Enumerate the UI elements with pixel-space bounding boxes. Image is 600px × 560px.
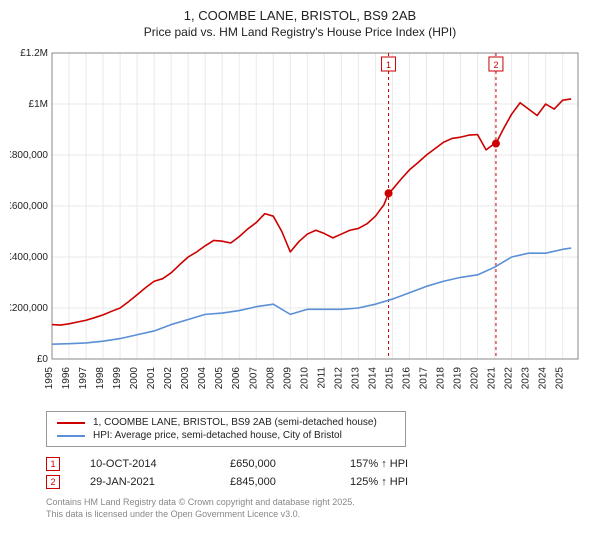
legend-swatch: [57, 422, 85, 424]
svg-text:2022: 2022: [504, 367, 515, 390]
legend-row: HPI: Average price, semi-detached house,…: [57, 429, 395, 442]
svg-text:£200,000: £200,000: [10, 303, 48, 314]
footer-attribution: Contains HM Land Registry data © Crown c…: [46, 497, 590, 520]
svg-text:2021: 2021: [487, 367, 498, 390]
sale-hpi-note: 125% ↑ HPI: [350, 476, 408, 488]
svg-text:£800,000: £800,000: [10, 150, 48, 161]
svg-text:1995: 1995: [44, 367, 55, 390]
svg-text:2010: 2010: [299, 367, 310, 390]
chart-svg: £0 £200,000 £400,000 £600,000 £800,000 £1M £1.…: [10, 45, 590, 405]
svg-text:2007: 2007: [248, 367, 259, 390]
legend-box: 1, COOMBE LANE, BRISTOL, BS9 2AB (semi-d…: [46, 411, 406, 447]
svg-text:1996: 1996: [61, 367, 72, 390]
footer-line-2: This data is licensed under the Open Gov…: [46, 509, 590, 521]
svg-text:2023: 2023: [521, 367, 532, 390]
svg-text:2000: 2000: [129, 367, 140, 390]
sale-date: 10-OCT-2014: [90, 458, 200, 470]
svg-text:£400,000: £400,000: [10, 252, 48, 263]
footer-line-1: Contains HM Land Registry data © Crown c…: [46, 497, 590, 509]
svg-text:2002: 2002: [163, 367, 174, 390]
legend-swatch: [57, 435, 85, 437]
sale-marker-id-box: 2: [46, 475, 60, 489]
svg-text:2008: 2008: [265, 367, 276, 390]
svg-text:2011: 2011: [316, 367, 327, 389]
svg-text:2015: 2015: [384, 367, 395, 390]
svg-text:1999: 1999: [112, 367, 123, 390]
svg-text:£1.2M: £1.2M: [20, 48, 48, 59]
svg-text:1998: 1998: [95, 367, 106, 390]
sale-marker-row: 1 10-OCT-2014 £650,000 157% ↑ HPI: [46, 455, 590, 473]
sale-date: 29-JAN-2021: [90, 476, 200, 488]
svg-text:2014: 2014: [367, 367, 378, 390]
svg-text:2016: 2016: [401, 367, 412, 390]
svg-text:2005: 2005: [214, 367, 225, 390]
legend-row: 1, COOMBE LANE, BRISTOL, BS9 2AB (semi-d…: [57, 416, 395, 429]
svg-text:£0: £0: [37, 354, 49, 365]
title-line-1: 1, COOMBE LANE, BRISTOL, BS9 2AB: [10, 8, 590, 23]
svg-text:2017: 2017: [418, 367, 429, 390]
chart-title-block: 1, COOMBE LANE, BRISTOL, BS9 2AB Price p…: [10, 8, 590, 39]
svg-text:1: 1: [386, 60, 391, 70]
svg-text:2003: 2003: [180, 367, 191, 390]
legend-label: 1, COOMBE LANE, BRISTOL, BS9 2AB (semi-d…: [93, 417, 377, 428]
sale-price: £845,000: [230, 476, 320, 488]
svg-text:2024: 2024: [538, 367, 549, 390]
svg-text:1997: 1997: [78, 367, 89, 390]
sale-marker-id-box: 1: [46, 457, 60, 471]
svg-text:2019: 2019: [453, 367, 464, 390]
svg-text:2: 2: [493, 60, 498, 70]
svg-text:2020: 2020: [470, 367, 481, 390]
sale-marker-table: 1 10-OCT-2014 £650,000 157% ↑ HPI 2 29-JAN-20…: [46, 455, 590, 491]
svg-text:£600,000: £600,000: [10, 201, 48, 212]
chart-area: £0 £200,000 £400,000 £600,000 £800,000 £1M £1.…: [10, 45, 590, 405]
svg-text:2004: 2004: [197, 367, 208, 390]
sale-price: £650,000: [230, 458, 320, 470]
svg-text:2013: 2013: [350, 367, 361, 390]
title-line-2: Price paid vs. HM Land Registry's House …: [10, 25, 590, 39]
svg-text:2006: 2006: [231, 367, 242, 390]
sale-hpi-note: 157% ↑ HPI: [350, 458, 408, 470]
svg-text:£1M: £1M: [29, 99, 48, 110]
svg-text:2018: 2018: [436, 367, 447, 390]
legend-label: HPI: Average price, semi-detached house,…: [93, 430, 342, 441]
sale-marker-row: 2 29-JAN-2021 £845,000 125% ↑ HPI: [46, 473, 590, 491]
svg-text:2025: 2025: [555, 367, 566, 390]
svg-text:2012: 2012: [333, 367, 344, 390]
svg-text:2009: 2009: [282, 367, 293, 390]
svg-text:2001: 2001: [146, 367, 157, 390]
